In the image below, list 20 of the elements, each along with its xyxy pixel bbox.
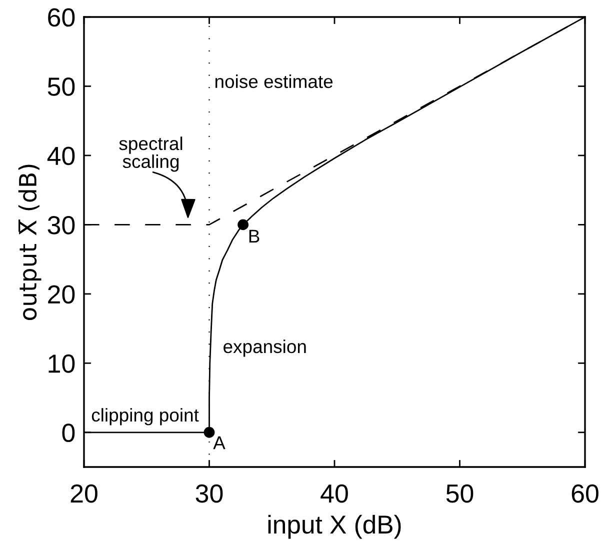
y-tick-label: 40 [47,146,75,166]
y-tick-label: 60 [48,8,75,27]
y-tick-label: 0 [62,424,75,442]
ref-line-label: noise estimate [215,74,333,88]
x-tick-label: 40 [320,484,348,503]
y-tick-label: 10 [48,354,75,373]
x-tick-label: 50 [446,484,474,503]
y-tick-label: 50 [48,78,75,96]
annotation: B [249,230,260,243]
x-axis-title: input X (dB) [268,514,401,539]
y-axis-title: output X̅ (dB) [18,164,42,320]
annotation: A [213,436,226,450]
x-tick-label: 60 [572,484,598,503]
y-tick-label: 20 [48,285,75,304]
x-tick-label: 30 [196,484,223,503]
annotation: spectral scaling [119,136,182,172]
annotation: clipping point [92,408,199,426]
x-tick-label: 20 [70,484,98,503]
y-tick-label: 30 [48,216,75,234]
annotation: expansion [224,340,306,357]
